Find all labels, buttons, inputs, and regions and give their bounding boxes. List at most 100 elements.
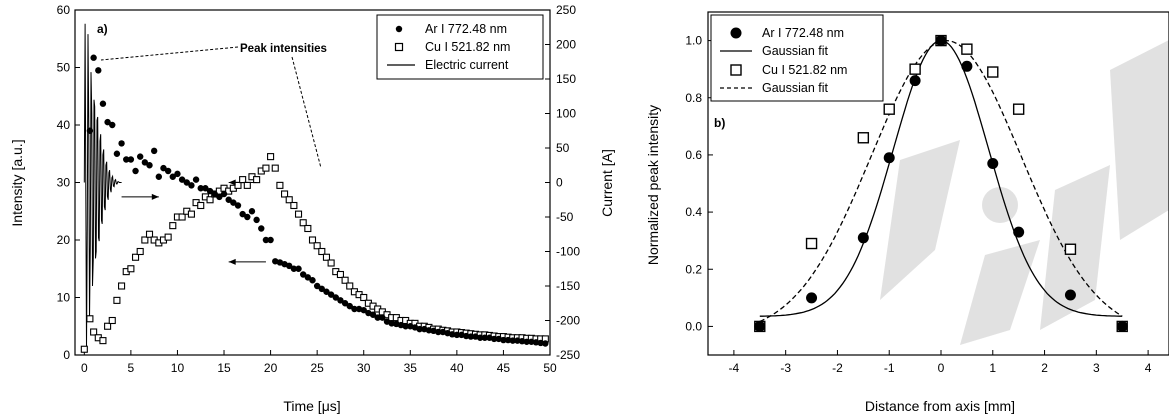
chart-a-cu-point: [313, 242, 321, 250]
chart-a-annotation: Peak intensities: [240, 43, 327, 55]
chart-a-y2-tick-label: -200: [556, 314, 580, 328]
chart-b-ar-point: [1116, 320, 1128, 332]
chart-a-cu-point: [336, 270, 344, 279]
chart-a-ar-point: [216, 193, 223, 201]
chart-a-ar-point: [262, 236, 270, 244]
chart-a-cu-point: [346, 282, 354, 290]
chart-a-ar-point: [206, 187, 214, 195]
chart-a-y-tick-label: 40: [57, 118, 71, 132]
chart-a-ar-point: [244, 213, 251, 221]
chart-a-ar-point: [304, 274, 312, 281]
chart-b-ar-point: [961, 60, 973, 72]
chart-a-ar-point: [500, 336, 507, 344]
chart-a-current-line: [83, 23, 122, 349]
chart-a-cu-point: [267, 153, 275, 161]
chart-a-cu-point: [141, 236, 149, 244]
chart-a-y-tick-label: 30: [57, 176, 71, 190]
chart-a-ar-point: [435, 328, 442, 336]
chart-b-x-tick-label: -4: [729, 361, 740, 375]
chart-b-cu-point: [987, 66, 999, 78]
chart-b-y-tick-label: 0.6: [685, 148, 702, 162]
chart-a-ar-point: [388, 320, 395, 327]
chart-a-ar-point: [453, 331, 461, 339]
chart-a-legend-item-ar: Ar I 772.48 nm: [425, 22, 507, 36]
watermark-shapes: [880, 40, 1169, 345]
chart-a-y2-tick-label: 250: [556, 3, 576, 17]
chart-a-ar-point: [202, 185, 209, 192]
chart-b-y-tick-label: 0.8: [685, 91, 702, 105]
chart-a-cu-point: [360, 293, 368, 302]
chart-a-ar-point: [123, 156, 130, 163]
chart-b-ar-point: [857, 232, 869, 244]
chart-b-cu-point: [883, 103, 895, 115]
chart-a-ar-point: [174, 170, 181, 178]
chart-b-legend: Ar I 772.48 nm Gaussian fit Cu I 521.82 …: [710, 14, 884, 102]
chart-a-ar-point: [113, 150, 121, 157]
chart-a-ar-point: [318, 285, 326, 293]
chart-b-ar-point: [987, 157, 999, 169]
chart-a-cu-point: [164, 233, 172, 241]
chart-a-ar-point: [360, 306, 367, 314]
chart-a-ar-point: [136, 153, 144, 160]
chart-a-cu-point: [145, 230, 154, 238]
chart-b-ar-point: [935, 35, 947, 47]
chart-a-ar-point: [295, 265, 302, 272]
chart-a-cu-point: [281, 190, 289, 198]
chart-a-ar-point: [537, 339, 544, 347]
chart-a-ar-point: [258, 225, 265, 232]
chart-a-cu-point: [113, 296, 121, 304]
chart-a-y-tick-label: 10: [57, 291, 71, 305]
chart-b-y-tick-label: 1.0: [685, 34, 702, 48]
chart-a-arrows: [121, 179, 266, 265]
chart-a-ar-point: [341, 300, 349, 307]
chart-a-ar-point: [86, 127, 94, 134]
chart-b-x-axis-title: Distance from axis [mm]: [865, 398, 1015, 414]
chart-b-cu-point: [961, 43, 973, 55]
chart-a-cu-point: [341, 276, 349, 284]
chart-b-legend-item-fit-2: Gaussian fit: [762, 81, 829, 95]
chart-a-x-tick-label: 30: [357, 361, 371, 375]
chart-a-ar-point: [290, 265, 298, 272]
chart-b-panel-label: b): [714, 116, 725, 130]
chart-a-ar-point: [462, 332, 470, 340]
chart-a-ar-point: [188, 182, 195, 189]
chart-a-cu-point: [187, 210, 195, 218]
chart-a-x-axis: 0 5 10 15 20 25 30 35 40 45 50: [81, 350, 557, 375]
legend-marker-open-square: [730, 64, 742, 76]
chart-b-legend-item-cu: Cu I 521.82 nm: [762, 63, 847, 77]
chart-a-ar-point: [104, 118, 111, 126]
chart-a-ar-point: [169, 173, 176, 180]
chart-a-cu-point: [285, 196, 293, 204]
chart-a-y2-tick-label: 50: [556, 141, 570, 155]
chart-a-legend-item-current: Electric current: [425, 58, 509, 72]
chart-a-x-tick-label: 40: [450, 361, 464, 375]
chart-a-ar-point: [332, 294, 339, 301]
chart-b-y-tick-label: 0.4: [685, 205, 702, 219]
chart-a-y2-tick-label: 200: [556, 38, 576, 52]
chart-b-cu-point: [1064, 243, 1077, 255]
chart-b-plot-frame: [707, 11, 1169, 356]
chart-a-y2-tick-label: -250: [556, 348, 580, 362]
chart-a-annotation-leader-2: [291, 56, 322, 169]
chart-a-ar-point: [155, 173, 163, 180]
chart-a-y-tick-label: 60: [57, 3, 71, 17]
chart-a-y-axis-title: Intensity [a.u.]: [9, 139, 25, 226]
chart-a-cu-point: [108, 316, 116, 325]
chart-a-ar-point: [327, 291, 335, 298]
chart-a-y-axis: 0 10 20 30 40 50 60: [57, 3, 80, 362]
chart-a-cu-point: [104, 322, 112, 330]
chart-b-cu-point: [857, 132, 870, 144]
chart-b-cu-point: [909, 63, 921, 75]
chart-a-ar-point: [416, 325, 423, 333]
chart-b-x-tick-label: -3: [780, 361, 791, 375]
chart-b-x-tick-label: 1: [989, 361, 996, 375]
chart-b-legend-item-ar: Ar I 772.48 nm: [762, 26, 844, 40]
chart-a-cu-point: [262, 164, 270, 172]
chart-a-ar-point: [127, 156, 135, 163]
chart-a-x-tick-label: 10: [171, 361, 185, 375]
chart-a-ar-point: [523, 338, 530, 345]
chart-a-ar-point: [109, 121, 116, 129]
chart-a-ar-point: [234, 202, 242, 209]
chart-a-ar-point: [286, 262, 293, 270]
